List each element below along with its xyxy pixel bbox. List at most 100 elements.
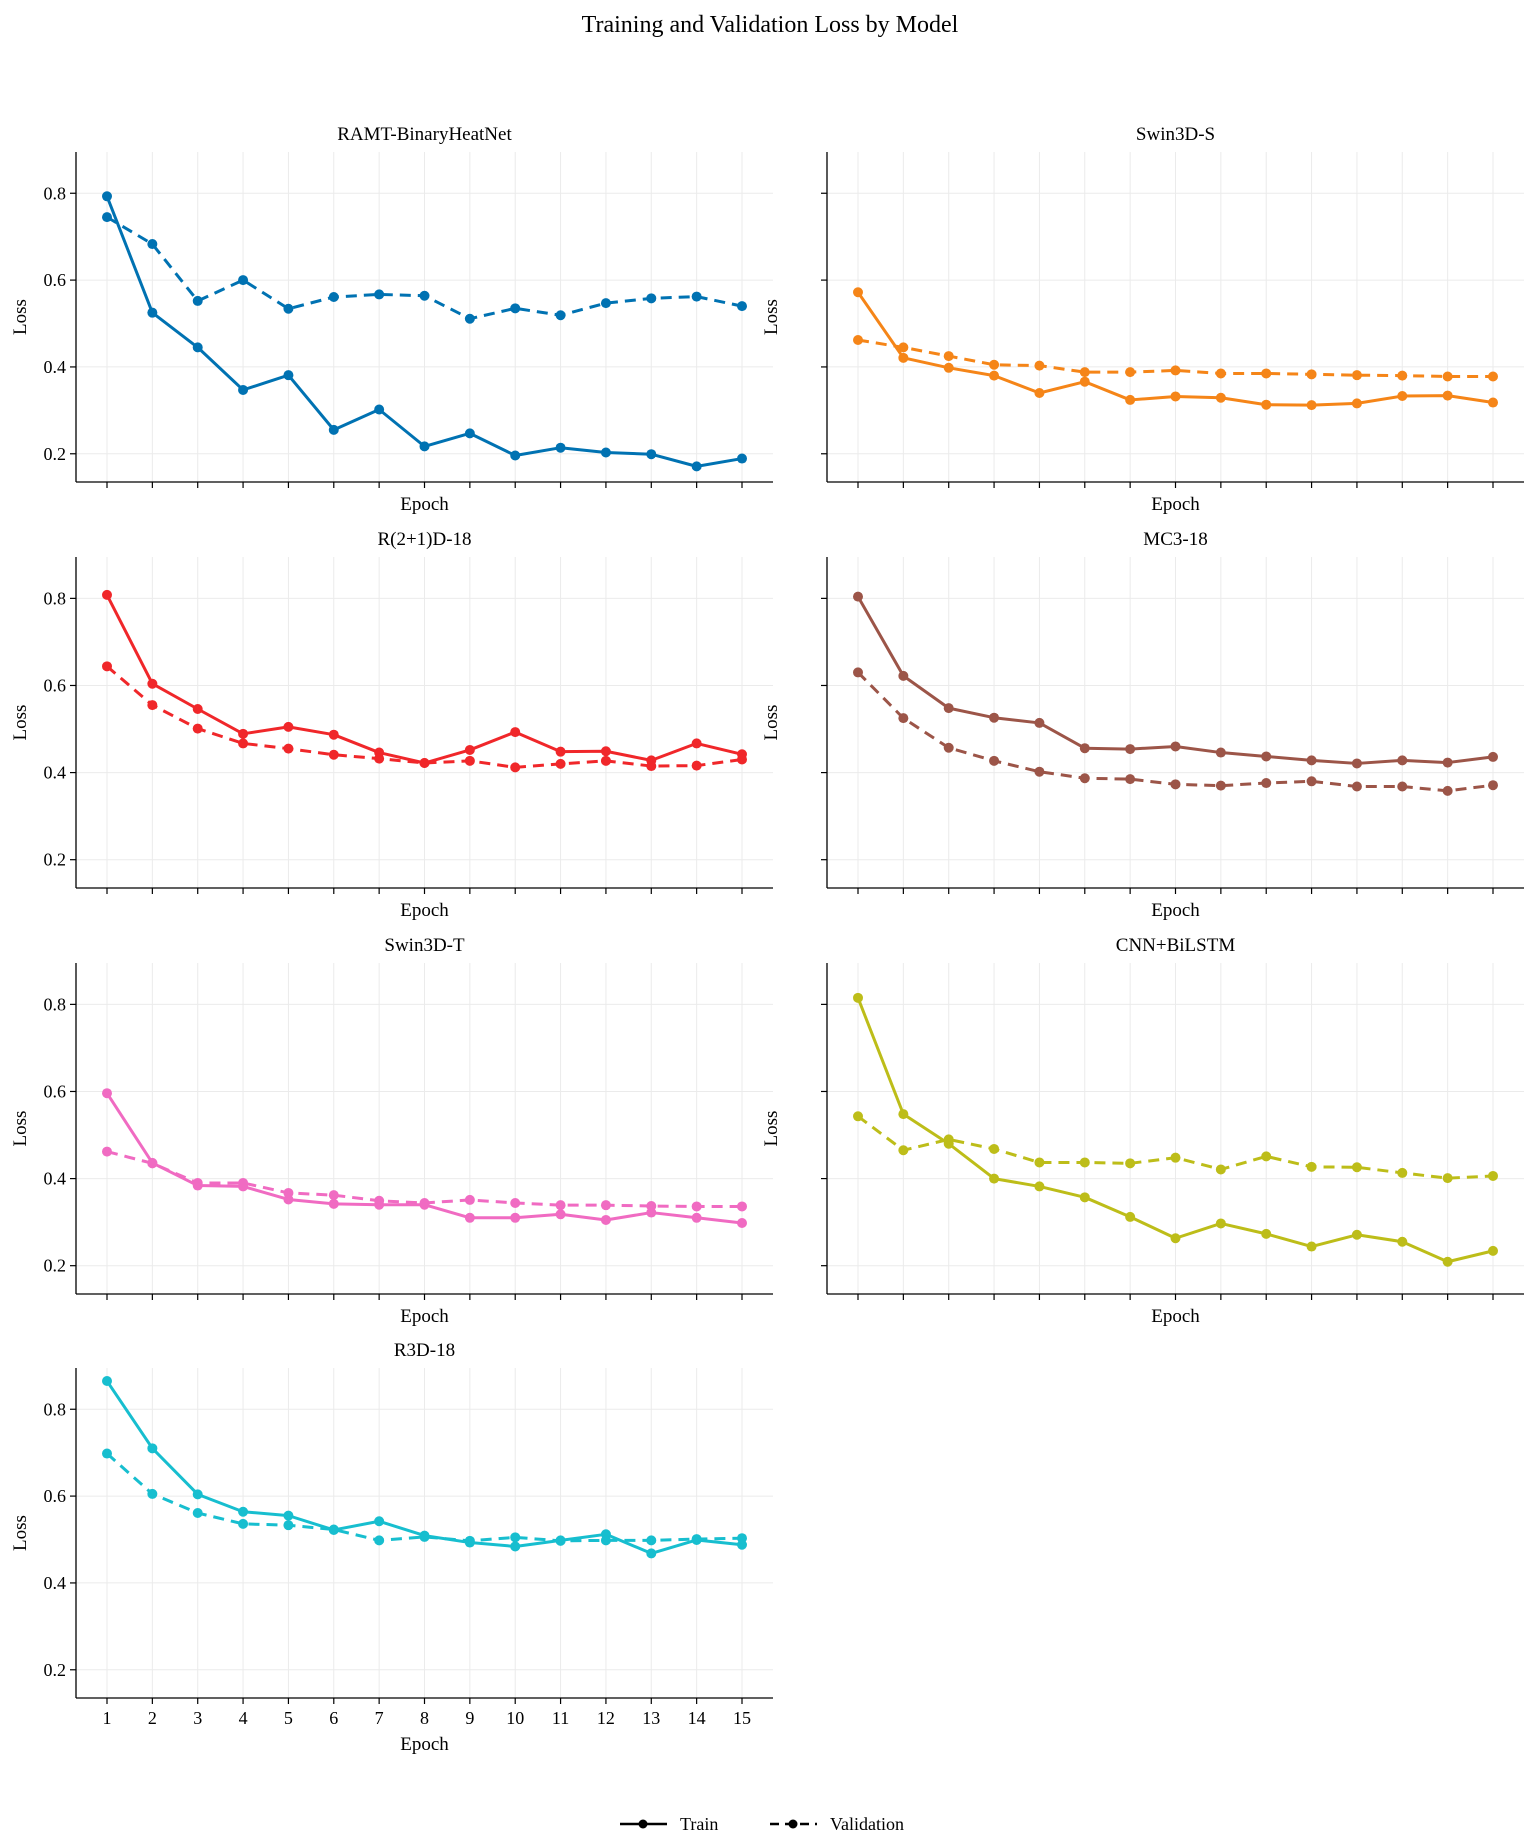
data-point-train <box>898 352 909 363</box>
data-point-validation <box>1079 773 1090 784</box>
data-point-train <box>328 729 339 740</box>
panel-title: Swin3D-T <box>384 935 465 956</box>
data-point-validation <box>510 1532 521 1543</box>
x-axis-label: Epoch <box>1151 900 1200 921</box>
data-point-validation <box>283 1520 294 1531</box>
data-point-validation <box>737 1533 747 1544</box>
data-point-validation <box>510 303 521 314</box>
data-point-validation <box>600 1200 611 1211</box>
data-point-validation <box>989 359 1000 370</box>
data-point-validation <box>853 667 863 678</box>
data-point-validation <box>943 742 954 753</box>
y-tick-label: 0.8 <box>44 588 67 608</box>
y-axis-label: Loss <box>10 705 31 741</box>
data-point-validation <box>510 1197 521 1208</box>
data-point-validation <box>192 723 203 734</box>
data-point-validation <box>1397 1167 1408 1178</box>
data-point-train <box>510 450 521 461</box>
data-point-train <box>102 589 112 600</box>
data-point-train <box>1488 1245 1498 1256</box>
data-point-validation <box>691 1201 702 1212</box>
data-point-train <box>1170 391 1181 402</box>
y-axis-label: Loss <box>10 1515 31 1551</box>
data-point-validation <box>737 301 747 312</box>
data-point-validation <box>1488 1170 1498 1181</box>
x-tick-label: 8 <box>420 1708 429 1728</box>
panel-title: R3D-18 <box>394 1340 455 1361</box>
data-point-train <box>510 1212 521 1223</box>
data-point-validation <box>1170 779 1181 790</box>
data-point-train <box>1034 717 1045 728</box>
data-point-validation <box>1215 780 1226 791</box>
y-tick-label: 0.2 <box>44 850 67 870</box>
data-point-validation <box>691 291 702 302</box>
data-point-train <box>737 453 747 464</box>
data-point-validation <box>374 289 385 300</box>
x-axis-label: Epoch <box>1151 1306 1200 1327</box>
data-point-train <box>238 384 249 395</box>
data-point-validation <box>1170 365 1181 376</box>
data-point-train <box>102 191 112 202</box>
data-point-train <box>283 721 294 732</box>
panel-title: Swin3D-S <box>1136 124 1215 145</box>
data-point-validation <box>555 310 566 321</box>
data-point-validation <box>147 1158 158 1169</box>
data-point-train <box>555 442 566 453</box>
x-tick-label: 9 <box>465 1708 474 1728</box>
data-point-validation <box>283 1187 294 1198</box>
data-point-validation <box>283 303 294 314</box>
data-point-train <box>147 1443 158 1454</box>
data-point-validation <box>419 758 430 769</box>
data-point-validation <box>1306 369 1317 380</box>
data-point-validation <box>898 713 909 724</box>
data-point-train <box>600 746 611 757</box>
data-point-train <box>1306 755 1317 766</box>
y-axis-label: Loss <box>761 299 782 335</box>
data-point-validation <box>238 738 249 749</box>
y-axis-label: Loss <box>10 1111 31 1147</box>
data-point-train <box>1215 392 1226 403</box>
data-point-validation <box>419 290 430 301</box>
data-point-validation <box>1034 766 1045 777</box>
data-point-validation <box>1488 780 1498 791</box>
x-axis-label: Epoch <box>400 1306 449 1327</box>
y-tick-label: 0.6 <box>44 270 67 290</box>
data-point-train <box>1351 398 1362 409</box>
data-point-train <box>1170 741 1181 752</box>
data-point-validation <box>147 700 158 711</box>
x-tick-label: 15 <box>733 1708 751 1728</box>
y-tick-label: 0.6 <box>44 675 67 695</box>
x-axis-label: Epoch <box>400 494 449 515</box>
data-point-validation <box>691 1534 702 1545</box>
panel-r3d-18: 0.20.40.60.81 2 3 4 5 6 7 8 9 10 11 12 13 14 15R3D-18E… <box>10 1340 773 1755</box>
data-point-train <box>1351 758 1362 769</box>
data-point-validation <box>1079 1157 1090 1168</box>
data-point-validation <box>1261 778 1272 789</box>
data-point-validation <box>600 1535 611 1546</box>
x-tick-label: 12 <box>597 1708 615 1728</box>
data-point-validation <box>1442 371 1453 382</box>
data-point-validation <box>555 758 566 769</box>
data-point-train <box>853 591 863 602</box>
data-point-train <box>1306 1241 1317 1252</box>
x-axis-label: Epoch <box>1151 494 1200 515</box>
data-point-validation <box>646 1201 657 1212</box>
data-point-train <box>238 728 249 739</box>
data-point-validation <box>1261 368 1272 379</box>
panel-title: RAMT-BinaryHeatNet <box>337 124 512 145</box>
data-point-train <box>1079 376 1090 387</box>
data-point-validation <box>898 342 909 353</box>
y-tick-label: 0.4 <box>44 1573 67 1593</box>
y-tick-label: 0.2 <box>44 1256 67 1276</box>
data-point-train <box>1488 751 1498 762</box>
data-point-train <box>102 1376 112 1387</box>
data-point-train <box>192 1489 203 1500</box>
data-point-validation <box>1442 785 1453 796</box>
data-point-validation <box>1488 371 1498 382</box>
data-point-train <box>510 1541 521 1552</box>
data-point-train <box>1215 747 1226 758</box>
data-point-train <box>600 1214 611 1225</box>
data-point-train <box>464 744 475 755</box>
data-point-train <box>1442 390 1453 401</box>
data-point-validation <box>102 212 112 223</box>
